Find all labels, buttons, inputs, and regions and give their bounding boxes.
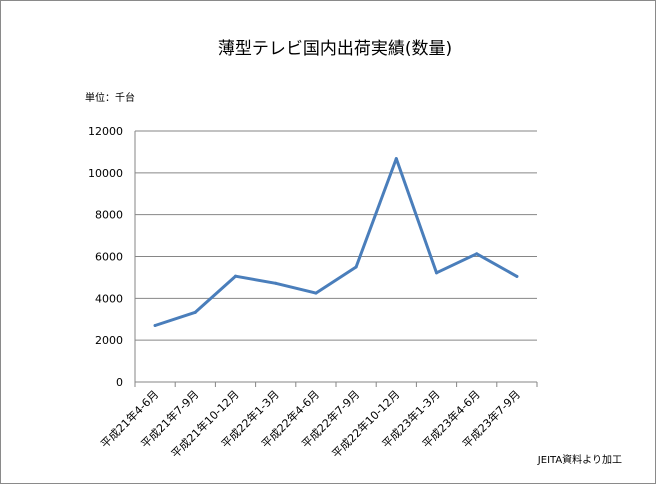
y-tick-label-4: 8000	[95, 209, 123, 222]
series-group	[153, 157, 519, 328]
data-point-5	[354, 265, 358, 269]
source-note: JEITA資料より加工	[537, 453, 622, 466]
y-tick-label-0: 0	[116, 376, 123, 389]
data-point-4	[314, 291, 318, 295]
gridlines	[135, 130, 537, 341]
chart-title: 薄型テレビ国内出荷実績(数量)	[218, 39, 452, 59]
data-point-6	[394, 157, 398, 161]
series-line-0	[153, 157, 519, 327]
x-category-label-2: 平成21年10-12月	[168, 387, 242, 461]
data-point-9	[515, 274, 519, 278]
x-category-label-6: 平成22年10-12月	[329, 387, 403, 461]
x-axis	[134, 131, 538, 387]
y-tick-label-5: 10000	[88, 167, 123, 180]
data-point-0	[153, 324, 157, 328]
unit-label: 単位：千台	[85, 91, 135, 104]
data-point-1	[193, 310, 197, 314]
data-point-7	[435, 271, 438, 275]
x-axis-categories: 平成21年4-6月平成21年7-9月平成21年10-12月平成22年1-3月平成…	[98, 387, 523, 461]
data-point-8	[475, 252, 479, 256]
data-point-3	[274, 281, 278, 285]
y-tick-label-3: 6000	[95, 251, 123, 264]
y-tick-label-6: 12000	[88, 125, 123, 138]
y-tick-label-1: 2000	[95, 334, 123, 347]
y-tick-label-2: 4000	[95, 292, 123, 305]
data-point-2	[234, 274, 237, 278]
y-axis-ticks: 0 2000 4000 6000 8000 10000 12000	[88, 125, 123, 389]
